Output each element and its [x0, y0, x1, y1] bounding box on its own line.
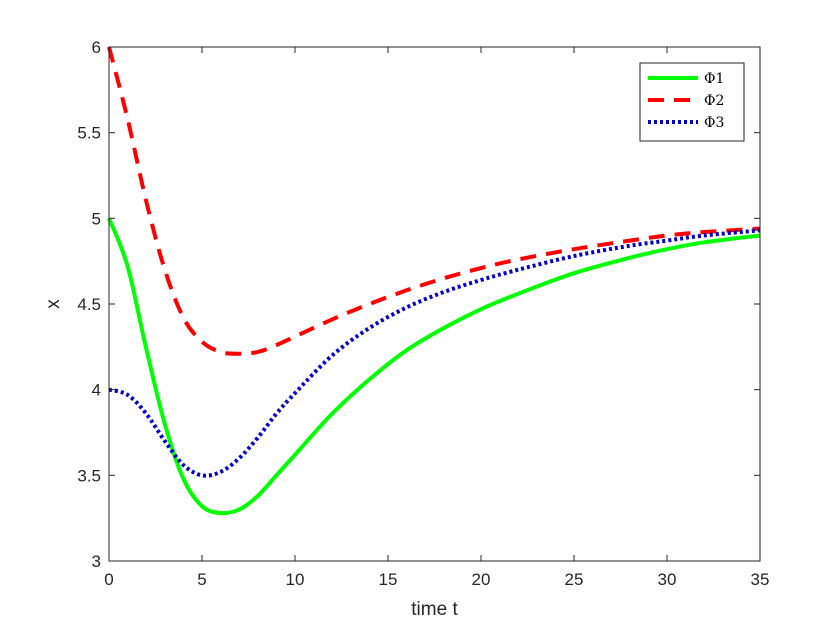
x-tick-label: 0 [104, 570, 113, 589]
y-tick-label: 5 [92, 209, 101, 228]
y-tick-label: 6 [92, 38, 101, 57]
x-tick-label: 10 [286, 570, 305, 589]
y-tick-label: 3.5 [77, 466, 101, 485]
legend-label-3: Φ3 [704, 115, 724, 131]
x-axis-ticks: 0 5 10 15 20 25 30 35 [104, 47, 769, 589]
y-tick-label: 4.5 [77, 295, 101, 314]
y-axis-ticks: 3 3.5 4 4.5 5 5.5 6 [77, 38, 760, 571]
legend-label-1: Φ1 [704, 71, 724, 87]
series-line-1 [107, 217, 761, 516]
x-tick-label: 25 [565, 570, 584, 589]
y-tick-label: 4 [92, 381, 101, 400]
x-axis-label: time t [411, 599, 458, 620]
y-tick-label: 5.5 [77, 124, 101, 143]
y-tick-label: 3 [92, 552, 101, 571]
legend-label-2: Φ2 [704, 93, 724, 109]
legend: Φ1 Φ2 Φ3 [639, 62, 745, 142]
x-tick-label: 5 [197, 570, 206, 589]
series-line-3 [108, 228, 761, 478]
series-line-2 [107, 46, 761, 356]
series-layer [107, 46, 761, 516]
x-tick-label: 35 [751, 570, 770, 589]
y-axis-label: x [43, 299, 64, 309]
x-tick-label: 20 [472, 570, 491, 589]
x-tick-label: 15 [379, 570, 398, 589]
x-tick-label: 30 [658, 570, 677, 589]
